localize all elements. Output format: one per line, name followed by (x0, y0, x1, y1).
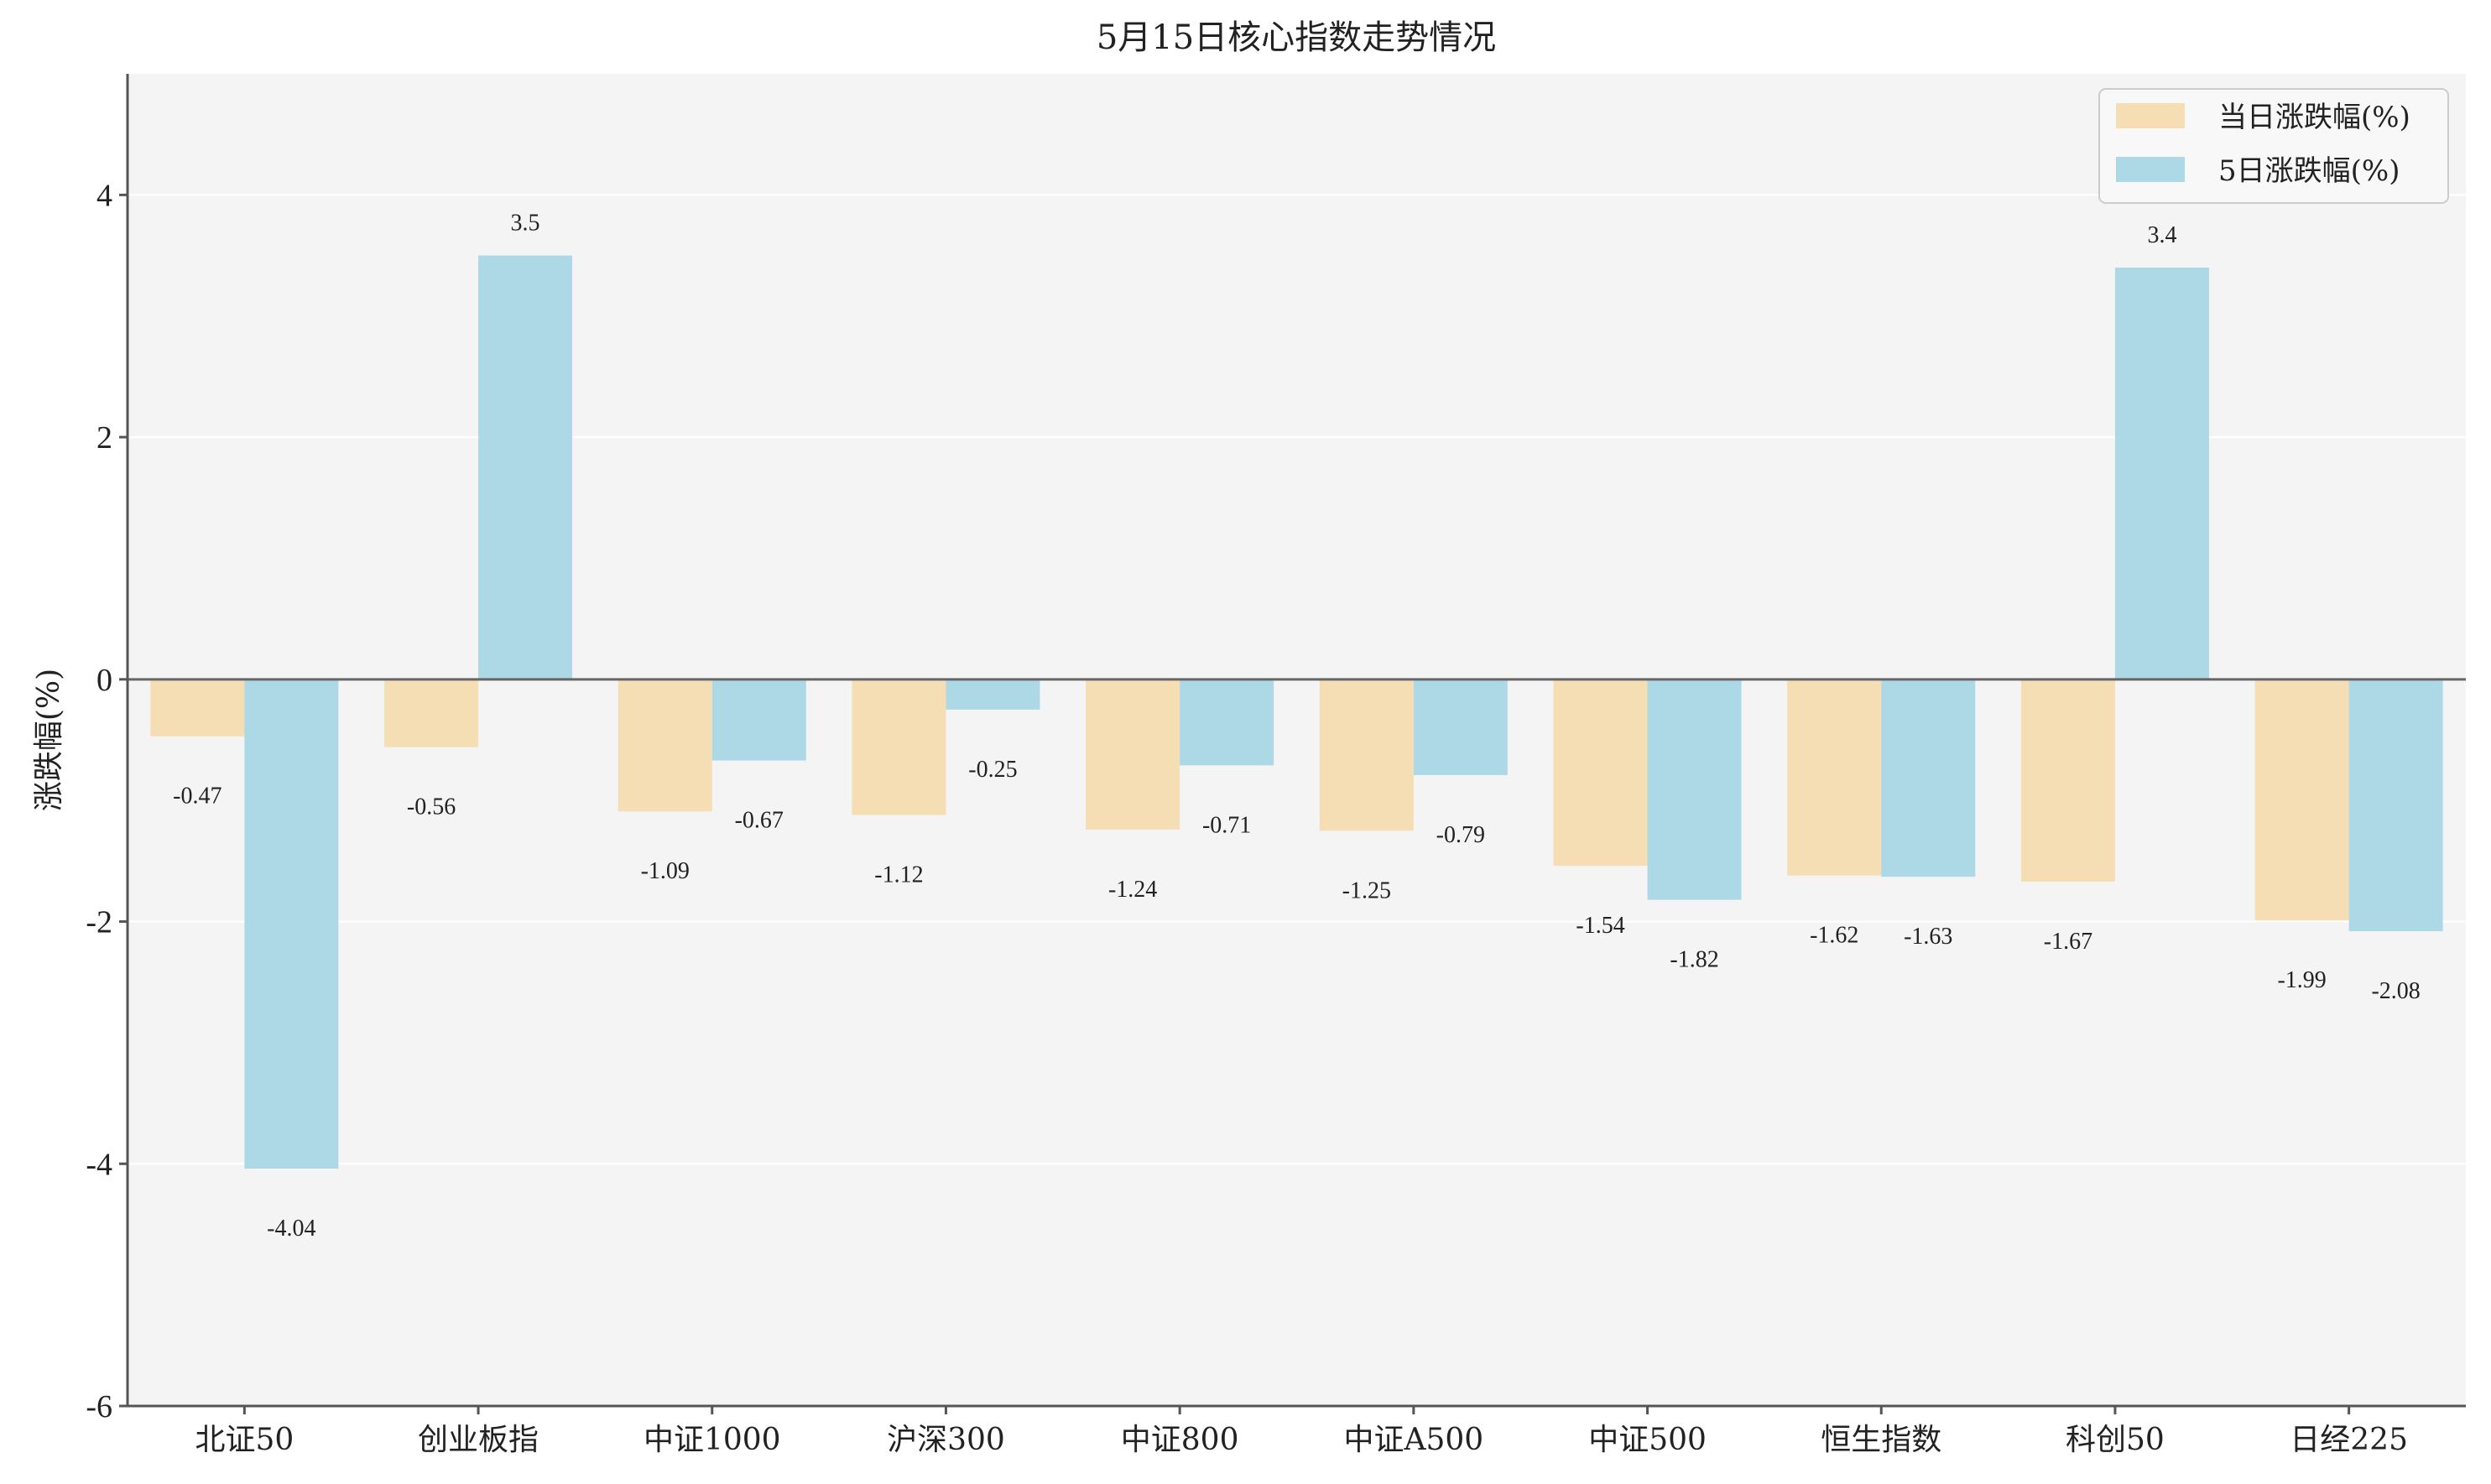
axes (126, 74, 2466, 1408)
x-tick-label: 中证1000 (644, 1423, 781, 1457)
data-label: -2.08 (2371, 978, 2420, 1004)
legend: 当日涨跌幅(%) 5日涨跌幅(%) (2098, 88, 2449, 204)
legend-swatch-daily (2116, 103, 2185, 128)
bar-5day (2348, 679, 2443, 932)
x-tick-label: 科创50 (2066, 1423, 2165, 1457)
bar-daily (1319, 679, 1414, 831)
y-tick-label: -4 (86, 1147, 112, 1182)
bar-5day (1647, 679, 1742, 900)
data-label: -1.09 (641, 858, 690, 884)
bar-5day (1413, 679, 1508, 775)
data-label: -1.54 (1576, 913, 1624, 939)
data-label: -0.79 (1436, 822, 1485, 848)
x-axis-ticks: 北证50 创业板指 中证1000 沪深300 中证800 中证A500 中证500 恒生指数 科… (195, 1406, 2408, 1457)
data-label: -1.99 (2277, 967, 2326, 993)
bar-daily (618, 679, 712, 812)
data-label: -1.12 (874, 862, 923, 888)
x-tick-label: 日经225 (2290, 1423, 2408, 1457)
data-label: -1.63 (1904, 924, 1952, 950)
bars (150, 255, 2443, 1169)
y-tick-label: -2 (86, 905, 112, 940)
bar-5day (244, 679, 339, 1169)
bar-5day (478, 255, 573, 680)
data-label: -0.67 (735, 808, 784, 834)
legend-label-daily: 当日涨跌幅(%) (2218, 101, 2410, 134)
bar-daily (1553, 679, 1648, 867)
chart-title: 5月15日核心指数走势情况 (1097, 18, 1496, 57)
data-labels: -0.47 -4.04 -0.56 3.5 -1.09 -0.67 -1.12 -0.25 -1… (173, 211, 2421, 1242)
bar-daily (150, 679, 245, 737)
x-tick-label: 创业板指 (418, 1423, 539, 1457)
y-tick-label: -6 (86, 1389, 112, 1424)
data-label: -0.71 (1202, 812, 1251, 838)
data-label: 3.5 (511, 211, 540, 237)
data-label: -0.47 (173, 784, 221, 810)
bar-daily (1787, 679, 1882, 876)
data-label: -1.62 (1810, 923, 1858, 949)
bar-5day (946, 679, 1040, 710)
data-label: -4.04 (267, 1216, 315, 1242)
y-tick-label: 2 (96, 420, 112, 456)
bar-5day (1881, 679, 1976, 877)
data-label: 3.4 (2147, 222, 2176, 248)
bar-daily (2254, 679, 2349, 921)
y-tick-label: 4 (96, 178, 112, 213)
bar-5day (1180, 679, 1274, 766)
x-tick-label: 中证A500 (1343, 1423, 1483, 1457)
legend-label-5day: 5日涨跌幅(%) (2218, 154, 2400, 188)
x-tick-label: 恒生指数 (1821, 1423, 1941, 1457)
data-label: -1.82 (1670, 947, 1718, 973)
x-tick-label: 中证800 (1121, 1423, 1239, 1457)
bar-5day (711, 679, 806, 761)
bar-daily (2020, 679, 2115, 882)
data-label: -0.25 (968, 757, 1017, 783)
x-tick-label: 中证500 (1588, 1423, 1707, 1457)
y-tick-label: 0 (96, 663, 112, 698)
legend-swatch-5day (2116, 157, 2185, 182)
y-axis-title: 涨跌幅(%) (32, 669, 66, 811)
data-label: -1.25 (1342, 877, 1391, 903)
bar-daily (852, 679, 946, 815)
data-label: -1.67 (2044, 929, 2092, 955)
data-label: -0.56 (407, 794, 456, 820)
bar-daily (384, 679, 479, 747)
bar-5day (2114, 267, 2209, 680)
x-tick-label: 沪深300 (887, 1423, 1005, 1457)
data-label: -1.24 (1108, 877, 1157, 903)
x-tick-label: 北证50 (195, 1423, 294, 1457)
y-axis-ticks: -6 -4 -2 0 2 4 (86, 178, 128, 1424)
legend-frame (2098, 88, 2449, 204)
bar-daily (1086, 679, 1180, 830)
